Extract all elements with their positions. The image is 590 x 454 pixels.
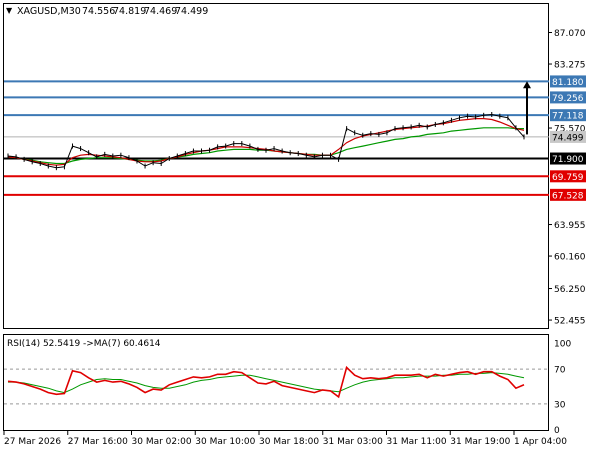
level-label: 81.180: [552, 78, 584, 88]
level-label: 77.118: [552, 112, 584, 122]
chart-symbol: XAGUSD,M30: [17, 6, 81, 17]
price-y-axis: 81.180 79.256 77.118 71.900 69.759 67.528 87.0…: [548, 29, 586, 327]
level-label: 71.900: [552, 155, 584, 165]
price-y-tick-label: 52.455: [554, 317, 586, 327]
price-y-tick-label: 87.070: [554, 29, 586, 39]
level-label-box: [550, 170, 586, 183]
price-y-tick-label: 63.955: [554, 221, 586, 231]
time-tick-label: 31 Mar 19:00: [450, 437, 510, 447]
ohlc-low: 74.469: [144, 6, 177, 17]
ohlc-high: 74.819: [113, 6, 146, 17]
time-tick-label: 27 Mar 2026: [4, 437, 61, 447]
price-y-tick-label: 75.570: [554, 125, 586, 135]
rsi-y-tick-label: 70: [554, 366, 566, 376]
rsi-y-tick-label: 30: [554, 400, 566, 410]
time-tick-label: 27 Mar 16:00: [68, 437, 128, 447]
level-label: 79.256: [552, 94, 584, 104]
time-tick-label: 31 Mar 03:00: [323, 437, 383, 447]
ohlc-close: 74.499: [175, 6, 208, 17]
rsi-y-tick-label: 0: [554, 426, 560, 436]
price-y-tick-label: 56.250: [554, 285, 586, 295]
target-arrow-head: [523, 81, 531, 89]
last-price-label: 74.499: [552, 133, 584, 143]
level-label-box: [550, 75, 586, 88]
last-price-box: [550, 130, 586, 143]
level-label: 67.528: [552, 191, 584, 201]
rsi-title: RSI(14) 52.5419: [7, 339, 80, 349]
time-tick-label: 30 Mar 18:00: [259, 437, 319, 447]
level-label-box: [550, 109, 586, 122]
time-tick-label: 31 Mar 11:00: [387, 437, 447, 447]
rsi-y-tick-label: 100: [554, 340, 571, 350]
time-tick-label: 30 Mar 02:00: [132, 437, 192, 447]
time-axis: 27 Mar 2026 27 Mar 16:00 30 Mar 02:00 30 Ma…: [3, 431, 567, 447]
ohlc-open: 74.556: [82, 6, 115, 17]
price-panel-frame: [3, 3, 549, 329]
price-y-tick-label: 83.275: [554, 61, 586, 71]
level-label: 69.759: [552, 173, 584, 183]
symbol-dropdown-icon[interactable]: ▼: [6, 6, 13, 15]
rsi-plot: [4, 365, 548, 405]
rsi-y-axis: 100 70 30 0: [554, 340, 571, 437]
price-y-tick-label: 60.160: [554, 253, 586, 263]
time-tick-label: 30 Mar 10:00: [195, 437, 255, 447]
series-rsi: [7, 365, 525, 399]
price-plot: [4, 80, 549, 196]
level-label-box: [550, 188, 586, 201]
level-label-box: [550, 91, 586, 104]
level-label-box: [550, 152, 586, 165]
time-tick-label: 1 Apr 04:00: [514, 437, 567, 447]
rsi-ma-label: ->MA(7) 60.4614: [83, 339, 161, 349]
